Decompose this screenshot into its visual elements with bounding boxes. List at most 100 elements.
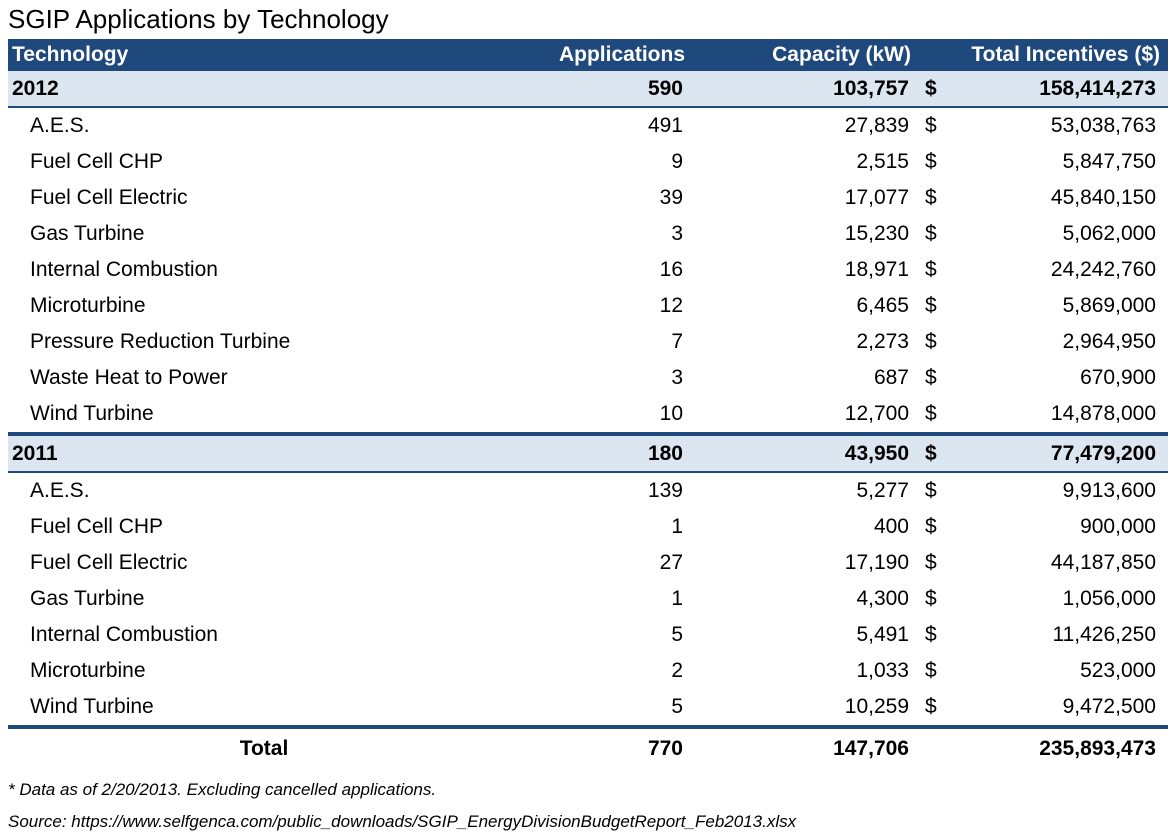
table-row: Wind Turbine 10 12,700 $14,878,000 xyxy=(8,396,1168,434)
row-technology: Internal Combustion xyxy=(30,623,218,646)
row-technology: Fuel Cell Electric xyxy=(30,186,188,209)
row-capacity: 10,259 xyxy=(693,689,919,729)
row-technology: Microturbine xyxy=(30,659,146,682)
row-capacity: 1,033 xyxy=(856,659,909,682)
row-applications: 1 xyxy=(671,515,683,538)
source-note: Source: https://www.selfgenca.com/public… xyxy=(8,812,797,831)
table-row: A.E.S. 139 5,277 $9,913,600 xyxy=(8,472,1168,509)
row-incentives: 2,964,950 xyxy=(1062,330,1156,353)
dollar-sign: $ xyxy=(925,659,937,682)
row-technology: A.E.S. xyxy=(30,114,90,137)
row-incentives: 11,426,250 xyxy=(1052,623,1156,646)
row-capacity: 17,190 xyxy=(844,551,909,574)
header-row: Technology Applications Capacity (kW) To… xyxy=(8,39,1168,71)
group-incentives: 158,414,273 xyxy=(949,71,1168,108)
table-row: Gas Turbine 1 4,300 $1,056,000 xyxy=(8,581,1168,617)
table-row: Fuel Cell Electric 27 17,190 $44,187,850 xyxy=(8,545,1168,581)
row-technology: Fuel Cell CHP xyxy=(30,515,164,538)
row-incentives: 1,056,000 xyxy=(1062,587,1156,610)
row-technology: Wind Turbine xyxy=(8,689,520,729)
total-row: Total 770 147,706 235,893,473 xyxy=(8,727,1168,769)
dollar-sign: $ xyxy=(925,402,937,425)
row-incentives: 44,187,850 xyxy=(1050,551,1156,574)
row-capacity: 4,300 xyxy=(856,587,909,610)
row-technology: Gas Turbine xyxy=(30,222,145,245)
row-incentives: 24,242,760 xyxy=(1050,258,1156,281)
dollar-sign: $ xyxy=(925,587,937,610)
row-technology: Microturbine xyxy=(30,294,146,317)
table-row: Fuel Cell CHP 9 2,515 $5,847,750 xyxy=(8,144,1168,180)
row-capacity: 2,273 xyxy=(856,330,909,353)
group-year: 2012 xyxy=(8,71,520,108)
row-capacity: 18,971 xyxy=(844,258,909,281)
row-technology: Fuel Cell CHP xyxy=(30,150,164,173)
dollar-sign: $ xyxy=(925,114,937,137)
row-incentives: 5,869,000 xyxy=(1062,294,1156,317)
dollar-sign: $ xyxy=(925,623,937,646)
row-capacity: 687 xyxy=(873,366,909,389)
row-applications: 5 xyxy=(671,623,683,646)
row-applications: 139 xyxy=(647,479,683,502)
header-technology: Technology xyxy=(8,39,520,71)
row-incentives: 45,840,150 xyxy=(1050,186,1156,209)
dollar-sign: $ xyxy=(925,551,937,574)
row-applications: 39 xyxy=(659,186,683,209)
row-capacity: 12,700 xyxy=(844,402,909,425)
table-row: Internal Combustion 5 5,491 $11,426,250 xyxy=(8,617,1168,653)
group-row-2011: 2011 180 43,950 $77,479,200 xyxy=(8,432,1168,473)
dollar-sign: $ xyxy=(919,689,949,729)
row-applications: 1 xyxy=(671,587,683,610)
table-row: Internal Combustion 16 18,971 $24,242,760 xyxy=(8,252,1168,288)
row-applications: 10 xyxy=(659,402,683,425)
row-technology: Pressure Reduction Turbine xyxy=(30,330,291,353)
table-title: SGIP Applications by Technology xyxy=(8,4,389,34)
row-technology: Gas Turbine xyxy=(30,587,145,610)
row-capacity: 17,077 xyxy=(844,186,909,209)
dollar-sign: $ xyxy=(925,294,937,317)
total-applications: 770 xyxy=(647,737,683,760)
row-applications: 491 xyxy=(647,114,683,137)
row-capacity: 5,491 xyxy=(856,623,909,646)
row-technology: Fuel Cell Electric xyxy=(30,551,188,574)
row-incentives: 900,000 xyxy=(1080,515,1156,538)
row-incentives: 523,000 xyxy=(1080,659,1156,682)
row-applications: 3 xyxy=(671,366,683,389)
row-applications: 3 xyxy=(671,222,683,245)
total-capacity: 147,706 xyxy=(833,737,909,760)
row-applications: 9 xyxy=(671,150,683,173)
row-incentives: 5,062,000 xyxy=(1062,222,1156,245)
row-capacity: 27,839 xyxy=(844,114,909,137)
header-applications: Applications xyxy=(520,39,693,71)
table-row: Waste Heat to Power 3 687 $670,900 xyxy=(8,360,1168,396)
dollar-sign: $ xyxy=(925,479,937,502)
dollar-sign: $ xyxy=(925,222,937,245)
dollar-sign: $ xyxy=(925,150,937,173)
row-technology: A.E.S. xyxy=(30,479,90,502)
row-capacity: 15,230 xyxy=(844,222,909,245)
row-technology: Wind Turbine xyxy=(30,402,154,425)
table-row: Pressure Reduction Turbine 7 2,273 $2,964,9… xyxy=(8,324,1168,360)
row-applications: 12 xyxy=(659,294,683,317)
group-incentives: 77,479,200 xyxy=(949,432,1168,473)
dollar-sign: $ xyxy=(919,432,949,473)
row-capacity: 400 xyxy=(873,515,909,538)
table-row: Wind Turbine 5 10,259 $9,472,500 xyxy=(8,689,1168,729)
row-applications: 2 xyxy=(671,659,683,682)
row-incentives: 14,878,000 xyxy=(1050,402,1156,425)
table-body: 2012 590 103,757 $158,414,273 A.E.S. 491 27,83… xyxy=(8,71,1168,769)
row-technology: Internal Combustion xyxy=(30,258,218,281)
row-technology: Waste Heat to Power xyxy=(30,366,228,389)
sgip-table: Technology Applications Capacity (kW) To… xyxy=(8,39,1168,769)
total-incentives: 235,893,473 xyxy=(1039,737,1156,760)
row-capacity: 2,515 xyxy=(856,150,909,173)
row-incentives: 9,913,600 xyxy=(1062,479,1156,502)
table-row: A.E.S. 491 27,839 $53,038,763 xyxy=(8,107,1168,144)
row-incentives: 53,038,763 xyxy=(1050,114,1156,137)
row-applications: 16 xyxy=(659,258,683,281)
group-capacity: 103,757 xyxy=(693,71,919,108)
data-note: * Data as of 2/20/2013. Excluding cancel… xyxy=(8,780,437,799)
row-applications: 5 xyxy=(520,689,693,729)
group-row-2012: 2012 590 103,757 $158,414,273 xyxy=(8,71,1168,108)
table-row: Fuel Cell CHP 1 400 $900,000 xyxy=(8,509,1168,545)
header-incentives: Total Incentives ($) xyxy=(919,39,1168,71)
